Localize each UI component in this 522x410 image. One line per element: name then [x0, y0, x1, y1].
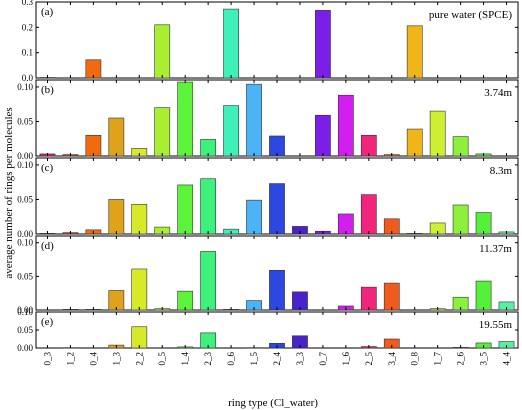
- x-tick-label: 3_3: [295, 352, 305, 366]
- bar-2_2: [131, 203, 148, 235]
- x-tick-label: 0_8: [410, 352, 420, 366]
- bar-2_5: [360, 134, 377, 157]
- bar-2_4: [269, 183, 285, 235]
- x-tick-label: 2_2: [134, 352, 144, 366]
- panel-4: 0.00 0.05 0.10 (d) 11.37m: [17, 235, 519, 315]
- x-tick-label: 0_7: [318, 352, 328, 366]
- x-tick-label: 2_4: [272, 352, 282, 366]
- panel-5: 0.00 0.05 0.10 (e) 19.55m: [17, 307, 519, 353]
- bar-2_4: [269, 270, 285, 311]
- bar-3_4: [383, 282, 400, 311]
- panel-tag: (e): [41, 316, 54, 328]
- y-tick-label: 0.0: [22, 73, 34, 83]
- x-tick-label: 2_5: [364, 352, 374, 366]
- y-tick-label: 0.05: [17, 325, 33, 335]
- bar-0_6: [223, 105, 239, 157]
- panel-tag: (c): [41, 162, 54, 174]
- bar-2_3: [200, 178, 217, 235]
- bar-2_2: [131, 326, 148, 349]
- x-axis-title: ring type (Cl_water): [228, 397, 318, 409]
- panel-label: 3.74m: [484, 87, 512, 99]
- x-tick-label: 0_3: [42, 352, 52, 366]
- y-tick-label: 0.2: [22, 22, 33, 32]
- y-tick-label: 0.05: [17, 271, 33, 281]
- bar-3_5: [475, 280, 492, 311]
- x-tick-label: 1_7: [433, 352, 443, 366]
- panel-label: pure water (SPCE): [429, 9, 512, 21]
- bar-1_3: [108, 199, 125, 235]
- y-tick-label: 0.05: [17, 194, 33, 204]
- bar-0_8: [406, 128, 423, 157]
- bar-1_7: [429, 110, 446, 157]
- x-tick-label: 1_2: [65, 352, 75, 366]
- panel-label: 19.55m: [479, 319, 513, 331]
- y-tick-label: 0.00: [17, 343, 33, 353]
- x-tick-label: 2_6: [456, 352, 466, 366]
- y-tick-label: 0.1: [22, 48, 33, 58]
- y-tick-label: 0.3: [22, 0, 34, 7]
- bar-2_5: [360, 194, 377, 235]
- x-tick-label: 4_4: [502, 352, 512, 366]
- y-tick-label: 0.00: [17, 151, 33, 161]
- bar-0_4: [85, 134, 102, 157]
- bar-2_3: [200, 251, 217, 311]
- y-axis-title: average number of rings per molecules: [3, 107, 15, 278]
- y-tick-label: 0.00: [17, 305, 33, 315]
- panel-3: 0.00 0.05 0.10 (c) 8.3m: [17, 157, 519, 239]
- bar-2_5: [360, 286, 377, 311]
- y-tick-label: 0.10: [17, 238, 33, 248]
- bar-2_2: [131, 268, 148, 311]
- panel-tag: (a): [41, 6, 54, 18]
- panel-2: 0.00 0.05 0.10 (b) 3.74m: [17, 79, 519, 161]
- panel-label: 11.37m: [479, 243, 512, 255]
- y-tick-label: 0.00: [17, 229, 33, 239]
- bar-1_4: [177, 184, 194, 235]
- bar-0_6: [223, 8, 239, 79]
- panel-tag: (b): [41, 84, 54, 96]
- x-tick-label: 3_5: [479, 352, 489, 366]
- bar-1_5: [246, 83, 262, 157]
- panel-frame: [35, 311, 519, 349]
- x-tick-label: 1_3: [111, 352, 121, 366]
- bar-1_3: [108, 117, 125, 157]
- x-tick-label: 3_4: [387, 352, 397, 366]
- bar-1_5: [246, 199, 262, 235]
- panel-tag: (d): [41, 240, 54, 252]
- x-tick-label: 0_5: [157, 352, 167, 366]
- bar-1_6: [337, 213, 354, 235]
- y-tick-label: 0.10: [17, 160, 33, 170]
- bar-0_5: [154, 24, 171, 79]
- bar-3_5: [475, 212, 492, 235]
- panel-label: 8.3m: [490, 165, 513, 177]
- bar-2_6: [452, 204, 469, 235]
- y-tick-label: 0.10: [17, 307, 33, 317]
- bar-0_7: [315, 10, 331, 79]
- x-tick-label: 1_4: [180, 352, 190, 366]
- bar-2_4: [269, 135, 285, 157]
- x-tick-label: 0_6: [226, 352, 236, 366]
- y-tick-label: 0.05: [17, 116, 33, 126]
- x-tick-label: 1_6: [341, 352, 351, 366]
- panel-1: 0.0 0.1 0.2 0.3 (a) pure water (SPCE): [22, 0, 519, 83]
- bar-0_8: [406, 25, 423, 79]
- x-tick-label: 1_5: [249, 352, 259, 366]
- bar-0_7: [315, 114, 331, 157]
- x-tick-label: 0_4: [88, 352, 98, 366]
- x-tick-label: 2_3: [203, 352, 213, 366]
- bar-0_5: [154, 107, 171, 157]
- bar-1_6: [337, 94, 354, 157]
- y-tick-label: 0.10: [17, 82, 33, 92]
- bar-1_4: [177, 81, 194, 157]
